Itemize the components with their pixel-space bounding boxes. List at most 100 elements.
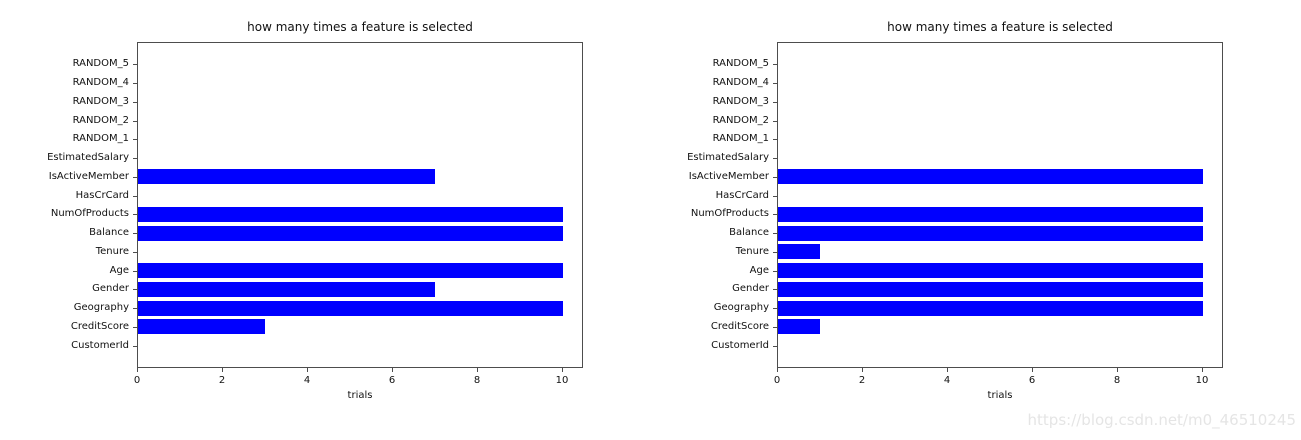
- y-tick: [773, 214, 777, 215]
- x-tick: [1117, 368, 1118, 372]
- bar-Gender: [778, 282, 1203, 297]
- x-tick-label: 2: [858, 375, 866, 386]
- chart-title: how many times a feature is selected: [887, 20, 1113, 34]
- x-tick: [777, 368, 778, 372]
- bar-Age: [778, 263, 1203, 278]
- x-tick: [862, 368, 863, 372]
- x-tick: [222, 368, 223, 372]
- y-tick-label: HasCrCard: [715, 190, 769, 201]
- y-tick-label: CustomerId: [71, 340, 129, 351]
- y-tick: [133, 289, 137, 290]
- y-tick: [773, 158, 777, 159]
- y-tick: [773, 233, 777, 234]
- bar-Age: [138, 263, 563, 278]
- y-tick-label: HasCrCard: [75, 190, 129, 201]
- y-tick-label: IsActiveMember: [688, 171, 769, 182]
- y-tick: [133, 64, 137, 65]
- x-tick-label: 10: [1195, 375, 1209, 386]
- y-tick: [133, 308, 137, 309]
- y-tick: [133, 102, 137, 103]
- y-tick: [773, 102, 777, 103]
- y-tick: [133, 214, 137, 215]
- y-tick: [773, 83, 777, 84]
- y-tick-label: CreditScore: [710, 321, 769, 332]
- x-tick-label: 4: [303, 375, 311, 386]
- y-tick: [133, 177, 137, 178]
- y-tick-label: Geography: [713, 302, 769, 313]
- x-tick: [307, 368, 308, 372]
- y-tick: [773, 139, 777, 140]
- y-tick-label: Geography: [73, 302, 129, 313]
- y-tick-label: Tenure: [735, 246, 769, 257]
- y-tick: [773, 252, 777, 253]
- y-tick: [773, 177, 777, 178]
- x-axis-label: trials: [987, 390, 1013, 401]
- y-tick-label: Tenure: [95, 246, 129, 257]
- y-tick: [773, 196, 777, 197]
- y-tick: [773, 289, 777, 290]
- y-tick-label: RANDOM_5: [72, 58, 129, 69]
- bar-NumOfProducts: [778, 207, 1203, 222]
- y-tick-label: RANDOM_3: [72, 96, 129, 107]
- y-tick: [133, 252, 137, 253]
- y-tick-label: RANDOM_2: [72, 115, 129, 126]
- x-tick: [137, 368, 138, 372]
- y-tick: [133, 121, 137, 122]
- y-tick-label: RANDOM_3: [712, 96, 769, 107]
- x-tick: [1032, 368, 1033, 372]
- bar-CreditScore: [138, 319, 265, 334]
- y-tick-label: CreditScore: [70, 321, 129, 332]
- x-tick: [477, 368, 478, 372]
- x-tick: [1202, 368, 1203, 372]
- x-tick-label: 0: [773, 375, 781, 386]
- bar-CreditScore: [778, 319, 820, 334]
- y-tick-label: EstimatedSalary: [687, 152, 769, 163]
- bar-Geography: [138, 301, 563, 316]
- x-tick: [947, 368, 948, 372]
- bar-NumOfProducts: [138, 207, 563, 222]
- bar-IsActiveMember: [778, 169, 1203, 184]
- y-tick-label: RANDOM_4: [72, 77, 129, 88]
- x-axis-label: trials: [347, 390, 373, 401]
- x-tick-label: 4: [943, 375, 951, 386]
- y-tick: [133, 83, 137, 84]
- y-tick-label: RANDOM_1: [712, 133, 769, 144]
- y-tick-label: NumOfProducts: [50, 208, 129, 219]
- y-tick-label: Balance: [89, 227, 129, 238]
- y-tick: [773, 308, 777, 309]
- y-tick: [133, 233, 137, 234]
- y-tick-label: RANDOM_4: [712, 77, 769, 88]
- x-tick-label: 6: [1028, 375, 1036, 386]
- y-tick-label: RANDOM_5: [712, 58, 769, 69]
- y-tick-label: IsActiveMember: [48, 171, 129, 182]
- bar-Gender: [138, 282, 435, 297]
- x-tick-label: 8: [473, 375, 481, 386]
- plot-area: [777, 42, 1223, 368]
- y-tick-label: Gender: [92, 283, 129, 294]
- x-tick: [392, 368, 393, 372]
- y-tick-label: Gender: [732, 283, 769, 294]
- x-tick: [562, 368, 563, 372]
- y-tick: [133, 196, 137, 197]
- bar-Tenure: [778, 244, 820, 259]
- y-tick: [133, 139, 137, 140]
- y-tick: [773, 121, 777, 122]
- y-tick-label: Age: [749, 265, 769, 276]
- y-tick: [133, 327, 137, 328]
- y-tick-label: CustomerId: [711, 340, 769, 351]
- bar-Balance: [778, 226, 1203, 241]
- y-tick: [133, 158, 137, 159]
- y-tick: [773, 271, 777, 272]
- bar-Geography: [778, 301, 1203, 316]
- x-tick-label: 0: [133, 375, 141, 386]
- x-tick-label: 8: [1113, 375, 1121, 386]
- y-tick-label: RANDOM_2: [712, 115, 769, 126]
- bar-IsActiveMember: [138, 169, 435, 184]
- y-tick: [773, 346, 777, 347]
- y-tick: [773, 64, 777, 65]
- y-tick-label: NumOfProducts: [690, 208, 769, 219]
- y-tick-label: Balance: [729, 227, 769, 238]
- watermark: https://blog.csdn.net/m0_46510245: [1027, 411, 1296, 429]
